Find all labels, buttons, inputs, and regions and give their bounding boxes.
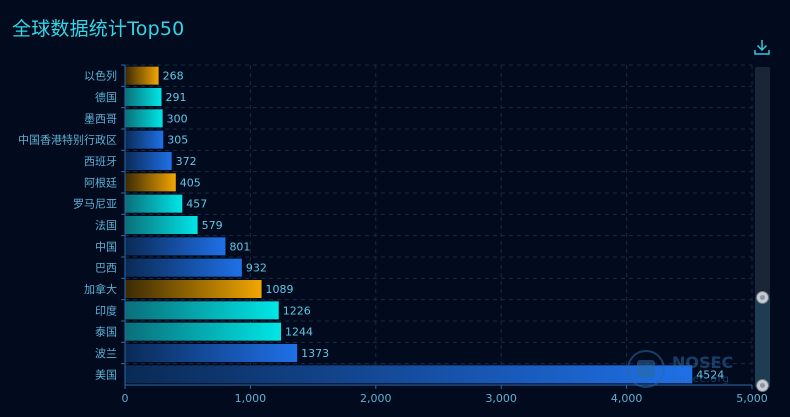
data-label: 1373 xyxy=(301,347,329,360)
data-label: 372 xyxy=(176,155,197,168)
bar-法国 xyxy=(125,216,198,234)
bar-墨西哥 xyxy=(125,109,163,128)
bar-美国 xyxy=(125,365,693,384)
y-axis-label: 泰国 xyxy=(95,325,117,339)
y-axis-label: 以色列 xyxy=(84,69,117,83)
data-label: 300 xyxy=(167,112,188,125)
data-label: 1244 xyxy=(285,326,313,339)
y-axis-label: 波兰 xyxy=(95,347,117,360)
x-tick-label: 0 xyxy=(122,392,129,405)
data-label: 932 xyxy=(246,262,267,275)
data-zoom-slider[interactable] xyxy=(755,67,770,392)
data-label: 579 xyxy=(202,219,223,232)
bar-巴西 xyxy=(125,258,242,277)
bar-阿根廷 xyxy=(125,173,176,192)
data-zoom-handle-top[interactable] xyxy=(756,291,769,305)
y-axis-label: 阿根廷 xyxy=(84,175,117,189)
y-axis-label: 西班牙 xyxy=(84,155,117,168)
data-label: 305 xyxy=(167,134,188,147)
y-axis-label: 巴西 xyxy=(95,262,117,275)
data-label: 4524 xyxy=(696,368,724,381)
bar-德国 xyxy=(125,88,162,106)
data-label: 1089 xyxy=(266,283,294,296)
chart-title: 全球数据统计Top50 xyxy=(12,18,185,40)
x-tick-label: 1,000 xyxy=(235,392,267,405)
x-tick-label: 4,000 xyxy=(611,392,643,405)
y-axis-label: 墨西哥 xyxy=(84,112,117,125)
y-axis-label: 印度 xyxy=(95,303,117,317)
watermark-line1: NOSEC xyxy=(672,353,733,372)
x-axis-ticks: 0 1,000 2,000 3,000 4,000 5,000 xyxy=(121,64,768,405)
nosec-watermark: NOSEC nosec.org xyxy=(627,350,733,388)
bar-中国 xyxy=(125,237,226,256)
data-label: 801 xyxy=(229,240,250,253)
bar-罗马尼亚 xyxy=(125,194,183,213)
data-zoom-handle-bottom[interactable] xyxy=(756,379,769,392)
y-axis-label: 加拿大 xyxy=(84,282,117,296)
x-tick-label: 2,000 xyxy=(360,392,392,405)
y-axis-label: 罗马尼亚 xyxy=(73,198,117,211)
data-label: 405 xyxy=(180,176,201,189)
y-axis-label: 中国 xyxy=(95,240,117,253)
watermark-line2: nosec.org xyxy=(672,374,730,385)
bar-印度 xyxy=(125,301,279,320)
data-label: 1226 xyxy=(283,304,311,317)
bar-以色列 xyxy=(125,66,159,85)
data-labels: 268 291 300 305 372 405 457 579 801 932 1089 1226 12… xyxy=(163,70,725,382)
y-axis-label: 德国 xyxy=(95,90,117,104)
x-tick-label: 3,000 xyxy=(485,392,517,405)
download-icon[interactable] xyxy=(752,37,772,57)
data-label: 457 xyxy=(186,198,207,211)
data-zoom-window[interactable] xyxy=(755,297,770,387)
bars xyxy=(125,66,693,384)
x-tick-label: 5,000 xyxy=(736,392,768,405)
grid-lines xyxy=(124,64,753,386)
bar-西班牙 xyxy=(125,152,172,170)
data-label: 291 xyxy=(165,91,186,104)
y-axis-label: 中国香港特别行政区 xyxy=(18,133,117,147)
data-label: 268 xyxy=(163,70,184,83)
bar-波兰 xyxy=(125,344,298,362)
y-axis-label: 美国 xyxy=(95,368,117,381)
y-axis-labels: 以色列德国墨西哥中国香港特别行政区西班牙阿根廷罗马尼亚法国中国巴西加拿大印度泰国… xyxy=(18,69,117,382)
bar-中国香港特别行政区 xyxy=(125,130,164,149)
y-axis-label: 法国 xyxy=(95,218,117,232)
bar-泰国 xyxy=(125,322,281,341)
bar-加拿大 xyxy=(125,280,262,298)
